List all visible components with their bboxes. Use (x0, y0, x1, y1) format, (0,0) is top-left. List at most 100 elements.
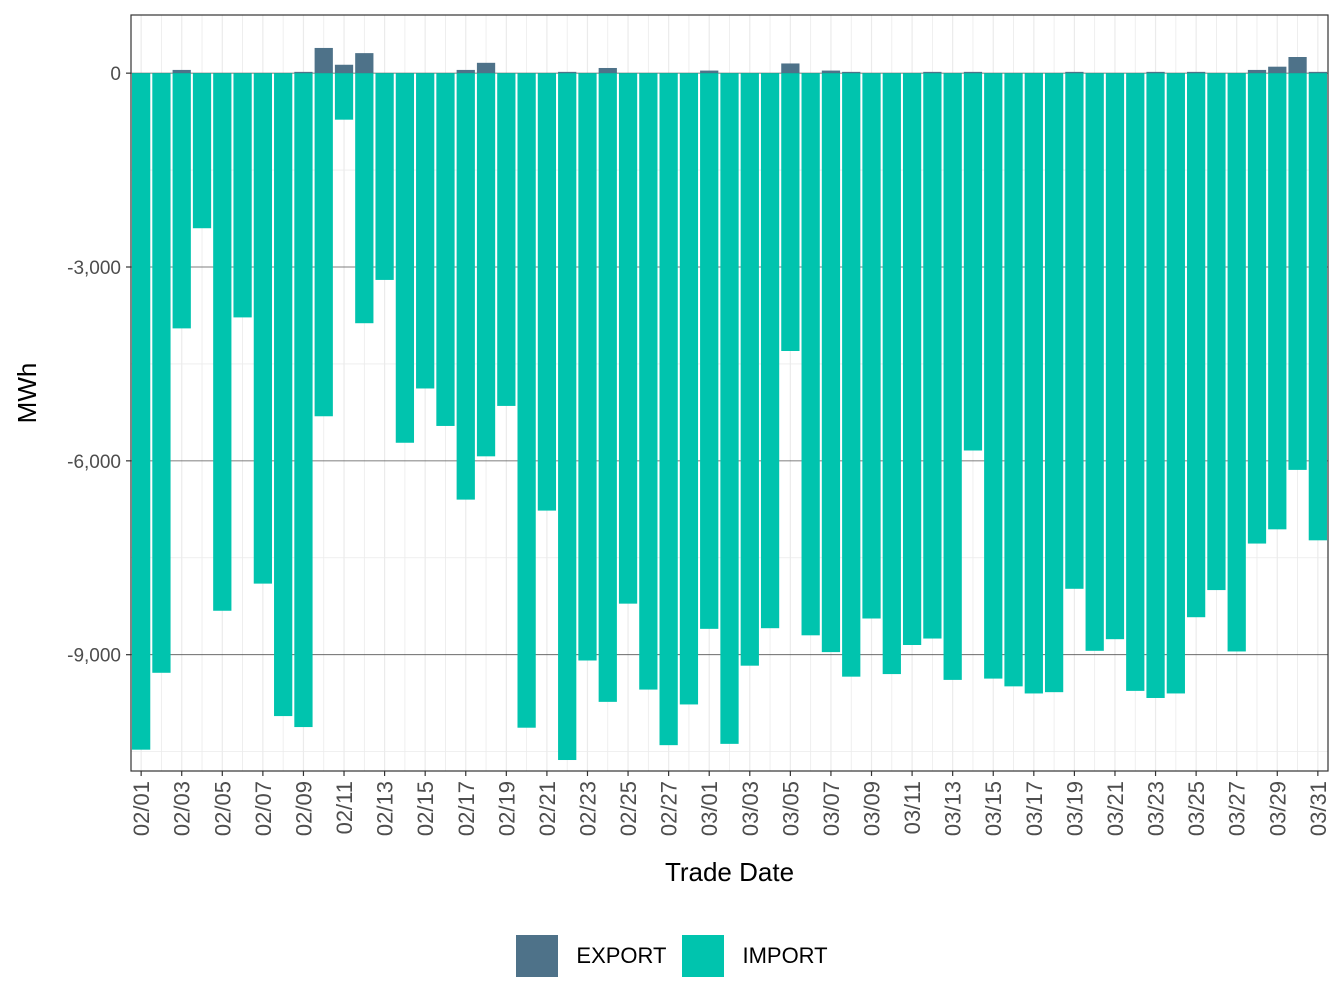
bar-import-03-16 (1004, 73, 1023, 687)
bar-import-03-06 (801, 73, 820, 636)
x-tick-label: 03/25 (1184, 781, 1209, 836)
x-tick-label: 02/03 (170, 781, 195, 836)
bar-export-03-19 (1065, 71, 1084, 74)
bar-import-03-07 (821, 73, 841, 653)
bar-export-03-28 (1247, 69, 1267, 74)
x-tick-label: 03/03 (738, 781, 763, 836)
bar-import-03-13 (943, 73, 962, 680)
bar-import-03-19 (1065, 73, 1084, 589)
bar-export-02-03 (172, 69, 191, 74)
bar-import-03-24 (1166, 73, 1185, 694)
bar-import-02-06 (233, 73, 252, 318)
x-tick-label: 03/27 (1225, 781, 1250, 836)
bar-import-02-04 (192, 73, 212, 229)
bar-export-03-14 (963, 71, 983, 74)
bar-export-03-07 (821, 70, 841, 74)
bar-import-03-10 (882, 73, 901, 675)
bar-import-02-18 (476, 73, 496, 457)
bar-import-03-25 (1186, 73, 1206, 618)
x-tick-label: 02/19 (494, 781, 519, 836)
bar-import-03-20 (1085, 73, 1104, 651)
bar-import-02-24 (598, 73, 617, 702)
bar-import-02-10 (314, 73, 333, 417)
bar-import-03-29 (1268, 73, 1287, 530)
bar-export-03-23 (1146, 71, 1165, 74)
x-tick-label: 02/25 (616, 781, 641, 836)
bar-import-02-09 (294, 73, 313, 728)
bar-import-03-09 (862, 73, 881, 619)
x-tick-label: 03/23 (1144, 781, 1169, 836)
legend-label-export: EXPORT (576, 943, 667, 968)
bar-export-03-12 (923, 71, 942, 74)
bar-import-02-25 (618, 73, 638, 604)
bar-import-03-30 (1288, 73, 1307, 470)
x-tick-label: 02/11 (332, 781, 357, 834)
bar-export-03-29 (1268, 66, 1287, 74)
bar-import-02-08 (274, 73, 293, 717)
x-tick-label: 02/01 (129, 781, 154, 836)
bar-import-03-04 (760, 73, 780, 629)
y-tick-label: -6,000 (67, 452, 121, 473)
x-tick-label: 02/07 (251, 781, 276, 836)
bar-import-03-28 (1247, 73, 1267, 544)
legend: EXPORT IMPORT (0, 934, 1344, 978)
bar-import-03-21 (1105, 73, 1125, 640)
x-tick-label: 03/01 (697, 781, 722, 836)
bar-import-02-07 (253, 73, 273, 584)
panel-border (130, 14, 1329, 772)
x-tick-label: 02/27 (657, 781, 682, 836)
bar-export-03-08 (842, 71, 861, 74)
bar-import-03-11 (902, 73, 922, 645)
bar-export-02-24 (598, 67, 617, 74)
y-tick-label: -3,000 (67, 258, 121, 279)
y-tick-label: 0 (110, 64, 121, 85)
bar-import-02-03 (172, 73, 191, 329)
bar-import-03-26 (1207, 73, 1226, 591)
bar-import-02-21 (537, 73, 557, 511)
bar-import-02-01 (132, 73, 151, 750)
legend-label-import: IMPORT (742, 943, 828, 968)
bar-import-03-15 (984, 73, 1003, 679)
bar-import-02-16 (436, 73, 455, 426)
bar-import-03-14 (963, 73, 983, 451)
x-axis-title: Trade Date (665, 857, 794, 887)
bar-import-02-17 (456, 73, 475, 500)
bar-export-02-18 (476, 62, 496, 74)
bar-import-03-08 (842, 73, 861, 677)
bar-import-02-05 (213, 73, 232, 611)
bar-import-02-15 (416, 73, 435, 389)
x-tick-label: 02/09 (291, 781, 316, 836)
x-tick-label: 03/09 (860, 781, 885, 836)
x-tick-label: 03/21 (1103, 781, 1128, 836)
bar-export-03-31 (1308, 71, 1327, 74)
bar-export-03-01 (700, 70, 719, 74)
bar-import-03-27 (1227, 73, 1246, 652)
bar-import-02-02 (152, 73, 171, 673)
x-tick-label: 03/15 (981, 781, 1006, 836)
bar-import-03-22 (1126, 73, 1145, 691)
bar-import-03-01 (700, 73, 719, 629)
bar-export-03-25 (1186, 71, 1206, 74)
x-tick-label: 02/15 (413, 781, 438, 836)
bar-export-03-05 (781, 63, 800, 74)
x-tick-label: 02/23 (575, 781, 600, 836)
bar-import-03-02 (720, 73, 739, 744)
x-tick-label: 03/11 (900, 781, 925, 834)
bar-export-02-09 (294, 71, 313, 74)
bar-export-03-30 (1288, 57, 1307, 74)
x-tick-label: 02/13 (373, 781, 398, 836)
bar-import-02-28 (679, 73, 699, 705)
bar-import-02-23 (578, 73, 597, 661)
legend-swatch-import (682, 935, 725, 977)
legend-item-export: EXPORT (516, 935, 666, 977)
x-tick-label: 03/07 (819, 781, 844, 836)
bar-import-02-14 (395, 73, 415, 443)
bar-import-03-05 (781, 73, 800, 352)
bar-export-02-10 (314, 47, 333, 74)
legend-item-import: IMPORT (682, 935, 828, 977)
bar-export-02-12 (355, 53, 374, 74)
y-axis-title: MWh (12, 363, 42, 424)
legend-swatch-export (516, 935, 559, 977)
x-tick-label: 03/13 (941, 781, 966, 836)
